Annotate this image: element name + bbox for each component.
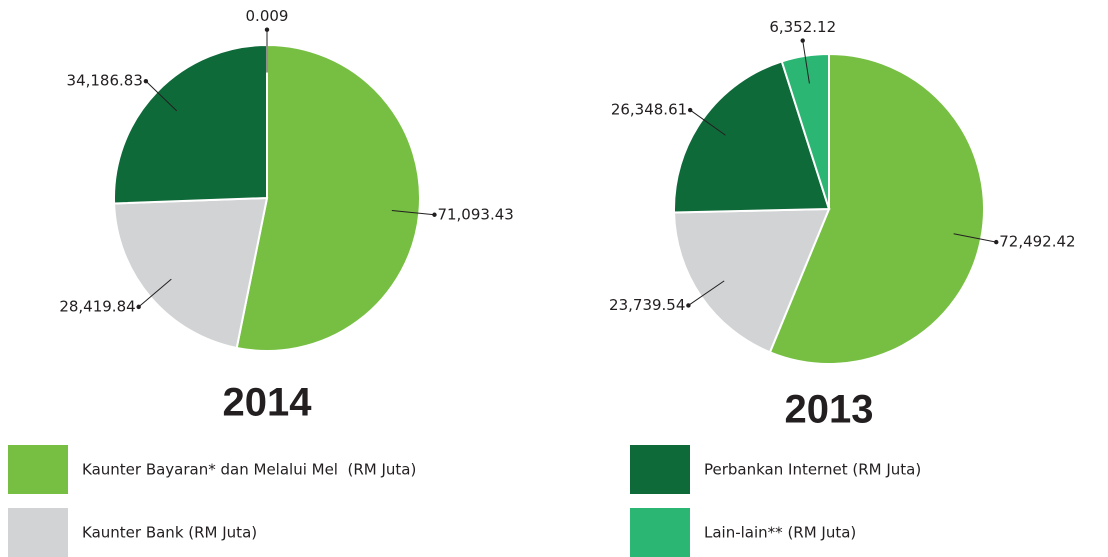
data-label: 28,419.84	[59, 297, 135, 315]
pie-slice	[113, 43, 268, 205]
legend-swatch	[8, 445, 68, 494]
leader-dot	[687, 107, 693, 113]
legend-label: Kaunter Bank (RM Juta)	[82, 524, 257, 542]
leader-line	[802, 40, 810, 84]
legend-swatch	[630, 445, 690, 494]
leader-dot	[136, 304, 141, 310]
leader-dot	[143, 78, 149, 84]
data-label: 6,352.12	[769, 18, 836, 36]
leader-dot	[994, 239, 999, 245]
leader-dot	[264, 27, 270, 32]
legend-label: Lain-lain** (RM Juta)	[704, 524, 856, 542]
data-label: 71,093.43	[437, 205, 513, 223]
chart-title: 2013	[785, 388, 874, 432]
legend-swatch	[8, 508, 68, 557]
leader-line	[953, 233, 997, 243]
leader-dot	[686, 303, 691, 308]
data-label: 34,186.83	[67, 72, 143, 90]
leader-dot	[800, 38, 805, 43]
leader-dot	[432, 212, 437, 217]
data-label: 72,492.42	[999, 233, 1075, 251]
leader-line	[689, 109, 726, 136]
legend-label: Kaunter Bayaran* dan Melalui Mel (RM Jut…	[82, 461, 416, 479]
legend-swatch	[630, 508, 690, 557]
data-label: 26,348.61	[611, 101, 687, 119]
leader-line	[688, 280, 725, 306]
leader-line	[145, 80, 178, 112]
leader-line	[391, 209, 435, 216]
legend-label: Perbankan Internet (RM Juta)	[704, 461, 921, 479]
chart-title: 2014	[223, 381, 313, 425]
data-label: 0.009	[246, 7, 289, 25]
data-label: 23,739.54	[609, 296, 685, 314]
leader-line	[138, 278, 172, 308]
